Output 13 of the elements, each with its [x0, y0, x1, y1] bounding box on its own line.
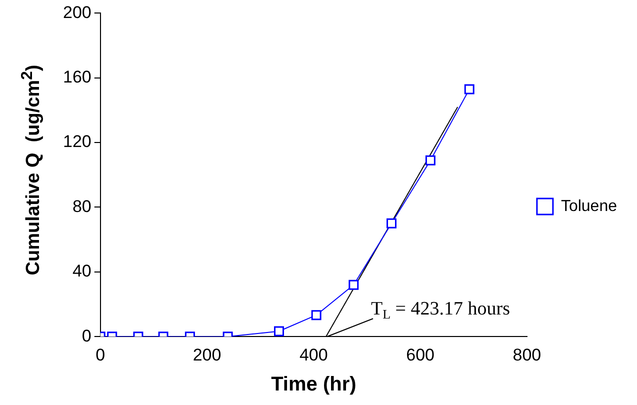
x-axis-title: Time (hr): [271, 374, 356, 396]
x-tick-label: 400: [299, 345, 328, 364]
y-tick-label: 120: [62, 132, 92, 152]
y-tick-label: 40: [72, 262, 92, 281]
x-tick-label: 200: [192, 345, 222, 364]
x-tick-label: 0: [96, 345, 106, 364]
legend-label: Toluene: [560, 198, 618, 215]
y-tick-label: 160: [62, 68, 92, 87]
y-tick-label: 0: [82, 326, 92, 346]
x-tick-label: 800: [512, 345, 542, 364]
y-tick-label: 200: [62, 2, 92, 22]
y-tick-label: 80: [72, 196, 92, 216]
x-tick-label: 600: [406, 345, 434, 364]
